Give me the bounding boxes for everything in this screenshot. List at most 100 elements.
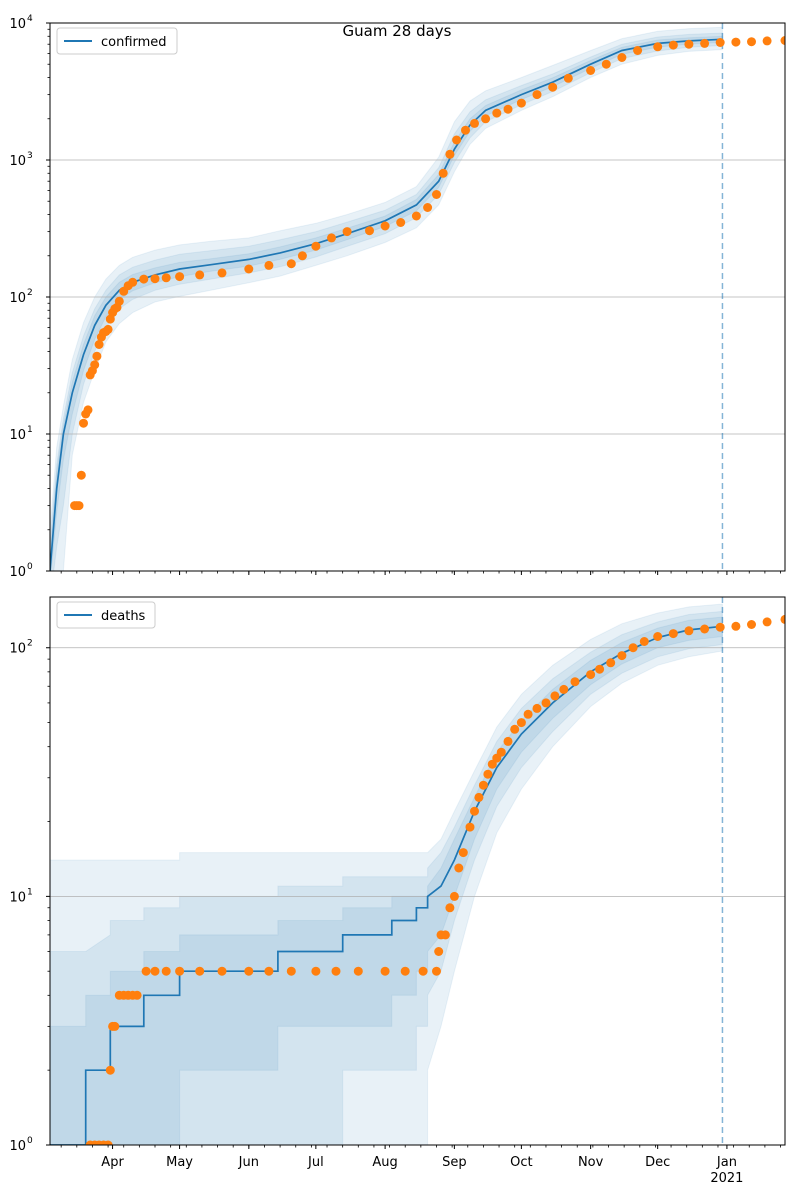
observed-point [264, 966, 274, 976]
y-tick-label-exponent: 2 [27, 288, 33, 298]
observed-point [570, 677, 580, 687]
observed-point [532, 90, 542, 100]
observed-point [606, 658, 616, 668]
x-tick-label: Apr [101, 1155, 124, 1170]
observed-point [541, 698, 551, 708]
observed-point [668, 629, 678, 639]
observed-point [94, 340, 104, 349]
observed-point [653, 42, 663, 52]
observed-point [418, 966, 428, 976]
legend-label-confirmed: confirmed [101, 35, 167, 50]
observed-point [175, 966, 185, 976]
y-tick-label-exponent: 1 [27, 425, 33, 435]
observed-point [700, 624, 710, 634]
band-middle [50, 610, 723, 1145]
observed-point [114, 296, 124, 306]
x-tick-label: Sep [442, 1155, 467, 1170]
observed-point [532, 703, 542, 713]
observed-point [653, 632, 663, 641]
observed-point [161, 273, 171, 283]
deaths-gridlines [50, 647, 785, 897]
band-outer [50, 26, 723, 571]
observed-point [715, 38, 725, 47]
observed-point [481, 114, 491, 124]
observed-point [668, 40, 678, 50]
observed-point [423, 203, 433, 212]
observed-point [286, 259, 296, 269]
observed-point [311, 966, 321, 976]
observed-point [762, 36, 772, 46]
observed-point [353, 966, 363, 976]
observed-point [217, 268, 227, 278]
observed-point [103, 1140, 113, 1145]
observed-point [445, 903, 455, 913]
observed-point [244, 966, 254, 976]
y-tick-label: 10 [9, 154, 26, 169]
observed-point [380, 221, 390, 231]
observed-point [331, 966, 341, 976]
confirmed-legend: confirmed [56, 27, 178, 55]
observed-point [264, 260, 274, 270]
observed-point [470, 806, 479, 816]
observed-point [400, 966, 410, 976]
y-tick-label-exponent: 4 [27, 14, 33, 24]
observed-point [563, 73, 573, 83]
observed-point [478, 780, 488, 790]
observed-point [76, 470, 86, 480]
deaths-uncertainty-bands [50, 603, 723, 1145]
y-tick-label-exponent: 3 [27, 151, 33, 161]
legend-box [56, 601, 156, 629]
observed-point [731, 621, 741, 631]
confirmed-observed-points [70, 36, 785, 511]
observed-point [311, 241, 321, 251]
observed-point [92, 351, 102, 361]
observed-point [103, 324, 113, 334]
observed-point [286, 966, 296, 976]
observed-point [438, 168, 448, 178]
observed-point [586, 670, 596, 680]
x-tick-label: Jan [716, 1155, 737, 1170]
observed-point [523, 709, 533, 719]
observed-point [747, 37, 756, 47]
band-inner [50, 616, 723, 1145]
observed-point [628, 643, 638, 653]
observed-point [747, 620, 756, 629]
observed-point [141, 966, 151, 976]
observed-point [492, 108, 502, 118]
observed-point [474, 792, 484, 802]
observed-point [639, 637, 649, 646]
observed-point [195, 270, 205, 280]
observed-point [90, 360, 100, 370]
observed-point [550, 691, 560, 701]
observed-point [617, 53, 627, 62]
observed-point [461, 125, 470, 135]
deaths-legend: deaths [56, 601, 156, 629]
y-tick-label: 10 [9, 890, 26, 905]
observed-point [432, 190, 441, 199]
observed-point [465, 822, 475, 832]
observed-point [74, 501, 84, 511]
observed-point [762, 617, 772, 627]
observed-point [79, 418, 88, 428]
observed-point [454, 863, 464, 873]
figure-title: Guam 28 days [343, 22, 452, 40]
observed-point [595, 664, 605, 674]
observed-point [150, 966, 160, 976]
observed-point [586, 66, 596, 75]
observed-point [715, 622, 725, 632]
observed-point [617, 651, 627, 661]
x-year-label: 2021 [710, 1171, 743, 1186]
observed-point [365, 226, 374, 236]
observed-point [458, 848, 468, 858]
observed-point [110, 1021, 120, 1031]
observed-point [396, 218, 406, 227]
observed-point [559, 684, 569, 694]
observed-point [327, 233, 336, 243]
observed-point [449, 891, 459, 901]
